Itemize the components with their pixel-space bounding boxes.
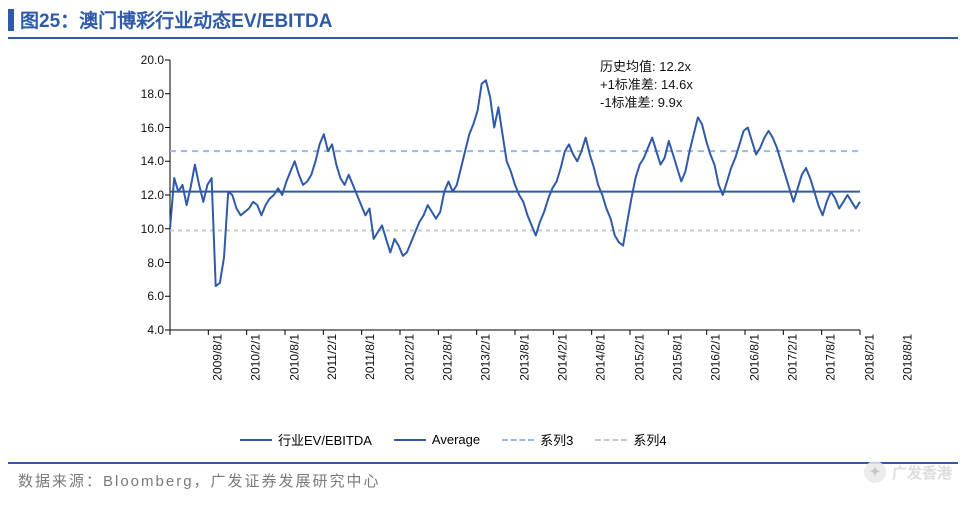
xtick-label: 2017/2/1 xyxy=(786,334,800,381)
ytick-label: 12.0 xyxy=(141,188,170,202)
annot-line: 历史均值: 12.2x xyxy=(600,58,693,76)
ytick-label: 10.0 xyxy=(141,222,170,236)
xtick-label: 2011/8/1 xyxy=(363,334,377,380)
ytick-label: 14.0 xyxy=(141,154,170,168)
title-accent-bar xyxy=(8,9,14,31)
xtick-label: 2011/2/1 xyxy=(325,334,339,380)
legend-label: 行业EV/EBITDA xyxy=(278,430,372,449)
title-rule xyxy=(8,37,958,39)
xtick-label: 2016/2/1 xyxy=(709,334,723,381)
xtick-label: 2018/8/1 xyxy=(901,334,915,381)
ytick-label: 20.0 xyxy=(141,53,170,67)
xtick-label: 2015/2/1 xyxy=(632,334,646,381)
title-row: 图25：澳门博彩行业动态EV/EBITDA xyxy=(0,0,966,37)
ytick-label: 8.0 xyxy=(147,256,170,270)
chart-title: 图25：澳门博彩行业动态EV/EBITDA xyxy=(20,6,333,33)
legend-label: Average xyxy=(432,432,480,447)
xtick-label: 2013/8/1 xyxy=(517,334,531,381)
xtick-label: 2018/2/1 xyxy=(862,334,876,381)
wechat-icon: ✦ xyxy=(864,461,886,483)
xtick-label: 2010/8/1 xyxy=(287,334,301,381)
legend-label: 系列4 xyxy=(633,430,666,449)
footer-rule xyxy=(8,462,958,464)
annot-line: +1标准差: 14.6x xyxy=(600,76,693,94)
xtick-label: 2012/2/1 xyxy=(402,334,416,381)
ytick-label: 4.0 xyxy=(147,323,170,337)
ytick-label: 16.0 xyxy=(141,121,170,135)
ytick-label: 18.0 xyxy=(141,87,170,101)
xtick-label: 2010/2/1 xyxy=(249,334,263,381)
xtick-label: 2013/2/1 xyxy=(479,334,493,381)
xtick-label: 2014/8/1 xyxy=(594,334,608,381)
xtick-label: 2016/8/1 xyxy=(747,334,761,381)
figure: 图25：澳门博彩行业动态EV/EBITDA 4.06.08.010.012.01… xyxy=(0,0,966,509)
legend-item: 系列3 xyxy=(502,430,573,449)
watermark-text: 广发香港 xyxy=(892,462,952,483)
annot-line: -1标准差: 9.9x xyxy=(600,94,693,112)
title-prefix: 图25： xyxy=(20,11,79,32)
chart-plot-area: 4.06.08.010.012.014.016.018.020.02009/8/… xyxy=(170,60,860,330)
chart-svg xyxy=(170,60,860,330)
title-main: 澳门博彩行业动态EV/EBITDA xyxy=(79,11,332,32)
legend-swatch xyxy=(240,439,272,441)
xtick-label: 2009/8/1 xyxy=(211,334,225,381)
stats-annotation: 历史均值: 12.2x+1标准差: 14.6x-1标准差: 9.9x xyxy=(600,58,693,113)
legend-item: 系列4 xyxy=(595,430,666,449)
source-text: 数据来源：Bloomberg，广发证券发展研究中心 xyxy=(18,470,381,491)
legend-swatch xyxy=(502,439,534,441)
xtick-label: 2012/8/1 xyxy=(441,334,455,381)
legend-item: 行业EV/EBITDA xyxy=(240,430,372,449)
xtick-label: 2015/8/1 xyxy=(671,334,685,381)
legend-swatch xyxy=(595,439,627,441)
xtick-label: 2017/8/1 xyxy=(824,334,838,381)
legend-label: 系列3 xyxy=(540,430,573,449)
watermark: ✦ 广发香港 xyxy=(864,461,952,483)
legend-swatch xyxy=(394,439,426,441)
ytick-label: 6.0 xyxy=(147,289,170,303)
chart-legend: 行业EV/EBITDA Average 系列3 系列4 xyxy=(240,430,667,449)
legend-item: Average xyxy=(394,432,480,447)
xtick-label: 2014/2/1 xyxy=(556,334,570,381)
